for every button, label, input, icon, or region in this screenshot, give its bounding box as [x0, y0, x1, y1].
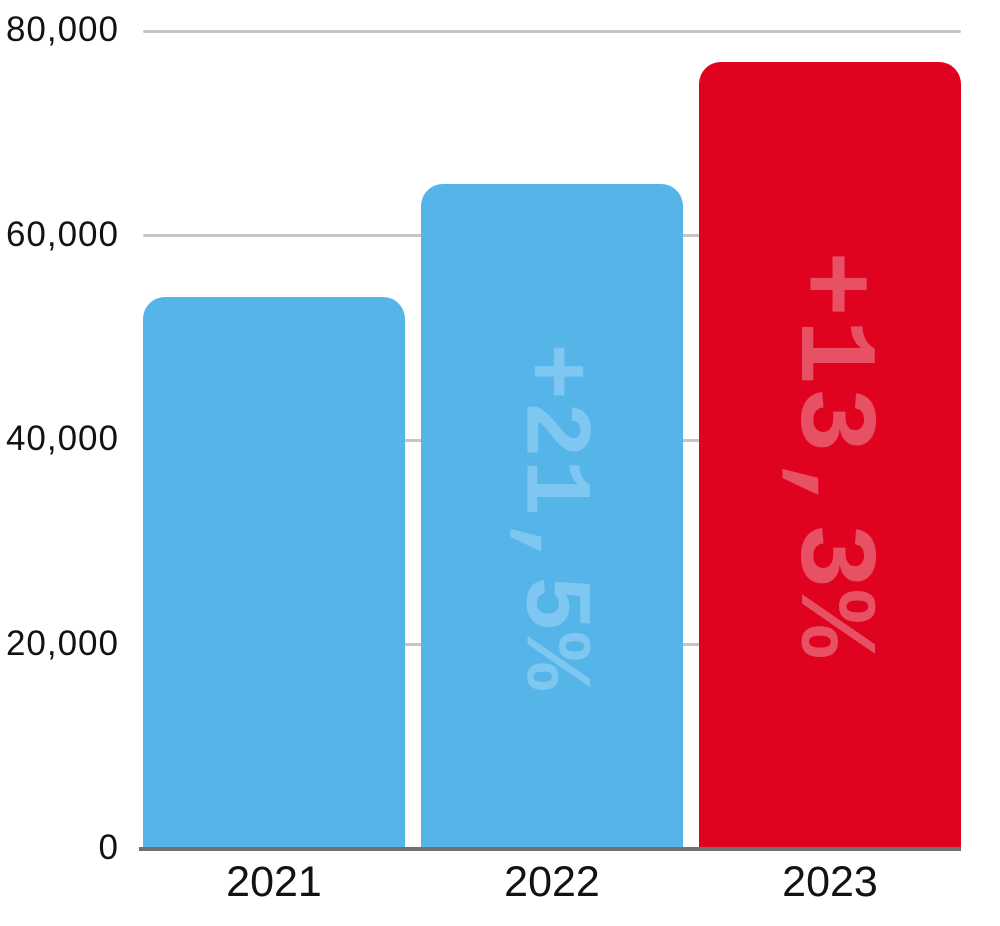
x-axis-label-2022: 2022 — [504, 858, 600, 906]
bar-2021 — [143, 296, 405, 849]
y-axis-tick-label: 0 — [98, 828, 119, 868]
y-axis-tick-label: 60,000 — [5, 214, 119, 254]
x-axis-label-2021: 2021 — [226, 858, 322, 906]
x-axis-label-2023: 2023 — [782, 858, 878, 906]
plot-area: +21,5% +13,3% — [139, 29, 961, 851]
bar-growth-label: +21,5% — [498, 342, 607, 691]
bar-2023: +13,3% — [699, 61, 961, 849]
y-axis-tick-label: 20,000 — [5, 623, 119, 663]
y-axis-tick-label: 80,000 — [5, 10, 119, 50]
y-axis-tick-label: 40,000 — [5, 419, 119, 459]
gridline — [143, 29, 961, 33]
y-axis: 80,000 60,000 40,000 20,000 0 — [0, 10, 119, 867]
bar-2022: +21,5% — [421, 184, 683, 849]
x-axis: 2021 2022 2023 — [143, 856, 961, 920]
bar-growth-label: +13,3% — [768, 251, 893, 660]
x-axis-baseline — [139, 847, 961, 851]
